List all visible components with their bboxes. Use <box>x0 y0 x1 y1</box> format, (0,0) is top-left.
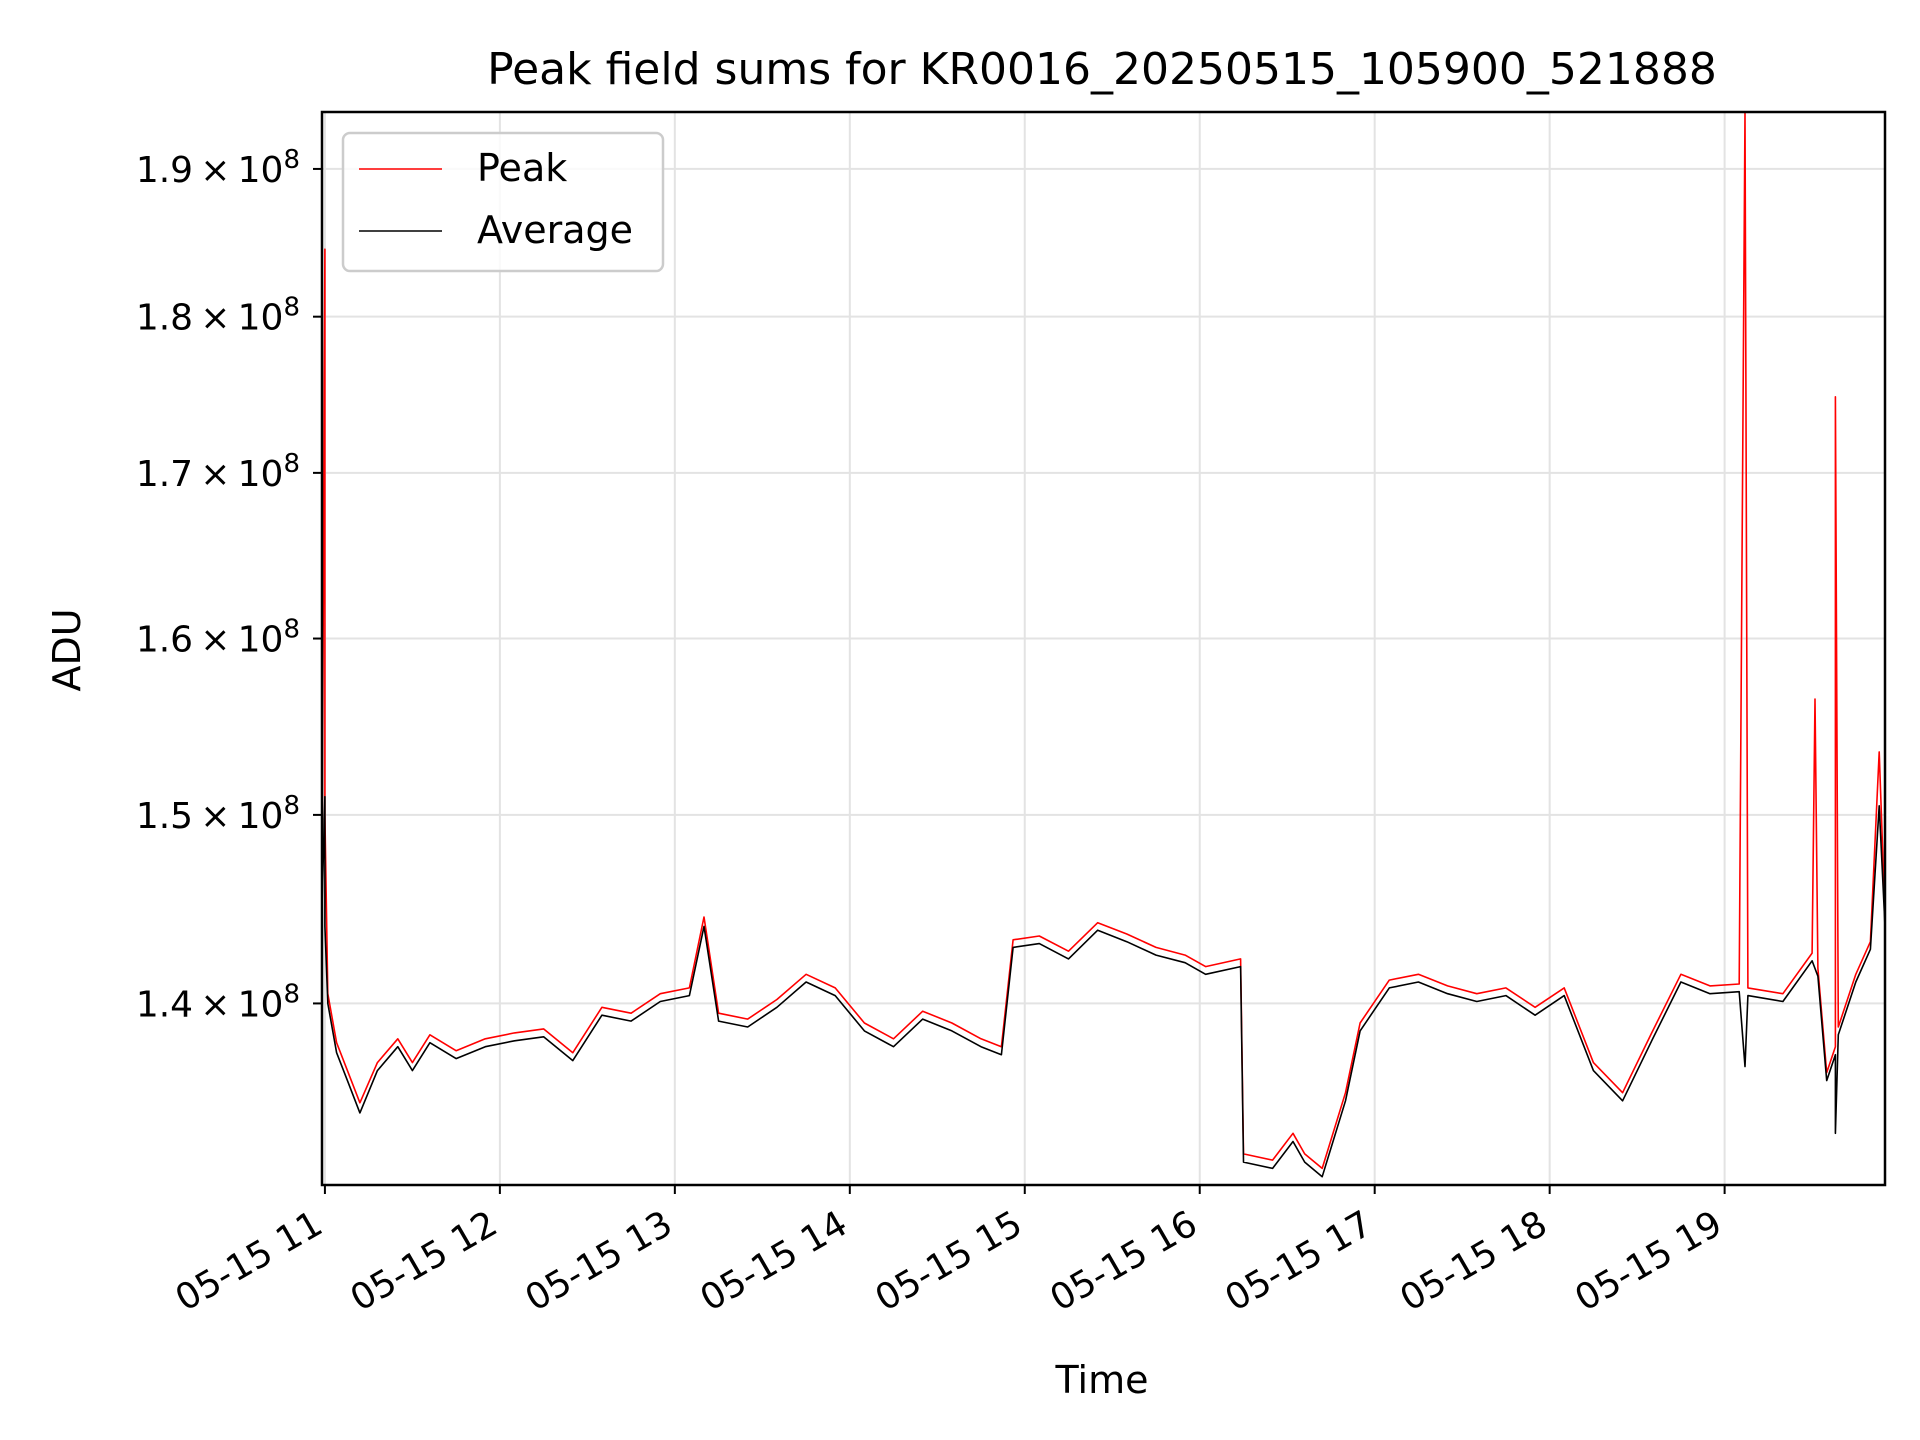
legend-label-average: Average <box>477 208 633 252</box>
y-tick-label: 1.8 × 108 <box>136 293 300 339</box>
y-tick-label-mantissa: 1.4 <box>136 984 200 1025</box>
y-tick-label-base: 10 <box>238 454 284 495</box>
y-tick-label-mantissa: 1.7 <box>136 454 200 495</box>
y-tick-label-exp: 8 <box>283 615 300 645</box>
y-tick-label: 1.9 × 108 <box>136 145 300 191</box>
y-tick-label: 1.5 × 108 <box>136 791 300 837</box>
y-tick-label: 1.7 × 108 <box>136 449 300 495</box>
grid-lines <box>322 112 1885 1185</box>
y-tick-label-base: 10 <box>238 796 284 837</box>
y-tick-label-base: 10 <box>238 150 284 191</box>
y-tick-label-times: × <box>200 454 237 495</box>
y-axis-label: ADU <box>45 608 89 691</box>
y-tick-label-mantissa: 1.6 <box>136 620 200 661</box>
legend-box <box>341 131 665 273</box>
x-axis-label: Time <box>1055 1358 1149 1402</box>
y-tick-label-times: × <box>200 984 237 1025</box>
y-tick-label-mantissa: 1.5 <box>136 796 200 837</box>
y-tick-label-exp: 8 <box>283 145 300 175</box>
plot-series <box>321 111 1886 1178</box>
y-tick-label-exp: 8 <box>283 979 300 1009</box>
y-tick-label-base: 10 <box>238 984 284 1025</box>
y-tick-label-base: 10 <box>238 298 284 339</box>
y-tick-label-mantissa: 1.8 <box>136 298 200 339</box>
y-tick-label-exp: 8 <box>283 791 300 821</box>
plot-area-frame <box>320 110 1887 1187</box>
y-tick-label-mantissa: 1.9 <box>136 150 200 191</box>
legend-label-peak: Peak <box>477 146 567 190</box>
y-tick-label-times: × <box>200 150 237 191</box>
y-tick-label: 1.6 × 108 <box>136 615 300 661</box>
series-line-peak <box>321 111 1886 1170</box>
chart-title: Peak field sums for KR0016_20250515_1059… <box>487 44 1717 95</box>
y-tick-label-times: × <box>200 620 237 661</box>
y-tick-label-times: × <box>200 796 237 837</box>
legend: Peak Average <box>341 131 665 273</box>
y-tick-label-exp: 8 <box>283 449 300 479</box>
series-line-average <box>321 795 1886 1178</box>
y-tick-label: 1.4 × 108 <box>136 979 300 1025</box>
y-tick-label-exp: 8 <box>283 293 300 323</box>
y-tick-label-times: × <box>200 298 237 339</box>
y-tick-label-base: 10 <box>238 620 284 661</box>
